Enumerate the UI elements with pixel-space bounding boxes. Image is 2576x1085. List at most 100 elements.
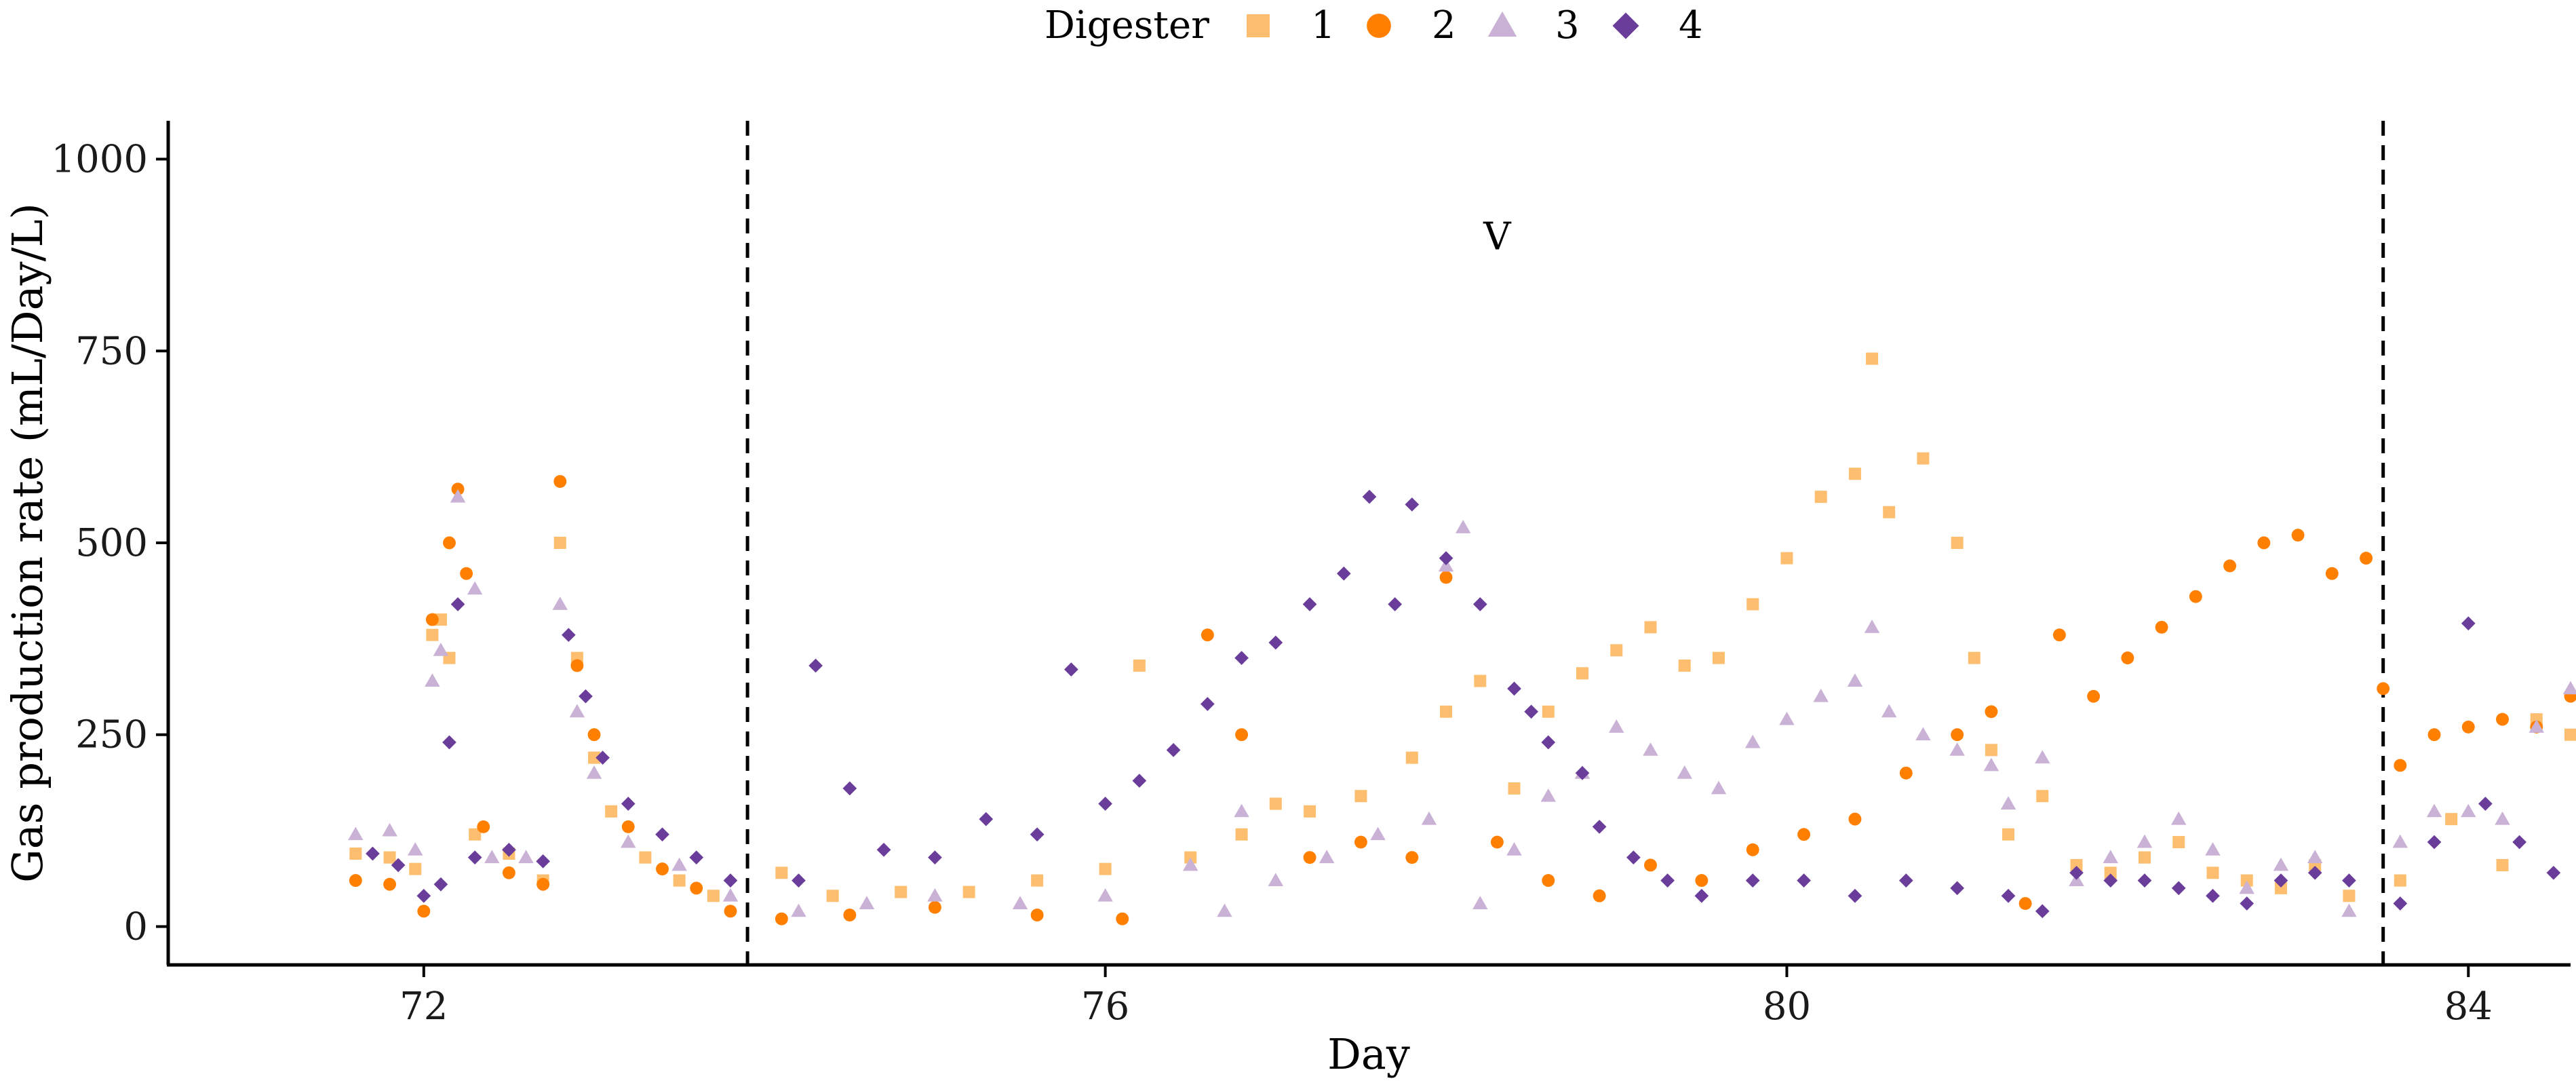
data-point — [383, 877, 397, 891]
data-point — [621, 820, 635, 833]
data-point — [2069, 865, 2084, 880]
data-point — [1097, 888, 1113, 902]
data-point — [2341, 903, 2357, 917]
x-axis-title: Day — [1327, 1029, 1410, 1079]
legend-item-3: 3 — [1487, 3, 1580, 47]
series-digester-2 — [349, 475, 2576, 926]
data-point — [2273, 873, 2288, 888]
data-point — [1797, 873, 1811, 888]
data-point — [2223, 559, 2237, 573]
data-point — [2104, 867, 2117, 879]
data-point — [843, 909, 857, 921]
data-point — [1370, 826, 1386, 841]
data-point — [1319, 850, 1335, 864]
data-point — [348, 826, 364, 841]
data-point — [1576, 667, 1589, 680]
legend: Digester 1 2 3 4 — [1045, 3, 1703, 47]
data-point — [433, 643, 449, 656]
data-point — [553, 475, 567, 488]
data-point — [1951, 537, 1964, 549]
data-point — [1099, 862, 1112, 875]
data-point — [2291, 529, 2305, 542]
data-point — [2155, 620, 2168, 634]
data-point — [2189, 590, 2202, 603]
data-point — [2000, 796, 2016, 810]
data-point — [1182, 857, 1198, 871]
data-point — [1235, 728, 1249, 742]
legend-key-square — [1247, 14, 1270, 37]
data-point — [1354, 835, 1367, 849]
legend-item-2: 2 — [1367, 3, 1456, 47]
legend-key-triangle — [1487, 11, 1517, 37]
data-point — [2461, 616, 2476, 631]
data-point — [467, 850, 482, 865]
data-point — [1950, 881, 1965, 896]
axes — [166, 121, 2571, 967]
data-point — [1848, 812, 1862, 826]
data-point — [605, 805, 618, 818]
legend-label: 2 — [1432, 3, 1456, 47]
data-point — [2257, 536, 2271, 550]
data-point — [2274, 881, 2287, 894]
data-point — [2427, 835, 2442, 850]
data-point — [383, 851, 396, 864]
legend-item-1: 1 — [1247, 3, 1335, 47]
data-point — [1899, 766, 1913, 780]
data-point — [2240, 874, 2253, 887]
data-point — [1951, 728, 1964, 742]
data-point — [484, 850, 500, 864]
y-tick-label: 750 — [75, 329, 148, 373]
data-point — [1354, 790, 1367, 803]
data-point — [1898, 873, 1913, 888]
data-point — [2136, 834, 2153, 848]
series-digester-4 — [366, 489, 2561, 919]
data-point — [2240, 896, 2255, 911]
data-point — [425, 673, 440, 687]
data-point — [1184, 851, 1197, 864]
data-point — [349, 848, 362, 860]
data-point — [707, 890, 720, 902]
data-point — [2377, 682, 2390, 696]
data-point — [417, 905, 431, 918]
data-point — [2137, 873, 2152, 888]
data-point — [536, 877, 550, 891]
series-digester-1 — [349, 352, 2576, 902]
data-point — [442, 735, 456, 750]
data-point — [1303, 851, 1316, 864]
data-point — [1031, 874, 1044, 887]
data-point — [2343, 890, 2356, 902]
data-point — [1915, 727, 1931, 741]
data-point — [1848, 888, 1862, 903]
data-point — [1362, 489, 1377, 504]
data-point — [2103, 873, 2118, 888]
data-point — [1472, 597, 1487, 611]
data-point — [962, 886, 975, 898]
data-point — [2392, 834, 2408, 848]
data-point — [2018, 897, 2032, 910]
legend-title: Digester — [1045, 3, 1209, 47]
data-point — [2360, 552, 2373, 565]
data-point — [1575, 765, 1590, 780]
data-point — [826, 890, 839, 902]
data-point — [1746, 843, 1759, 856]
data-point — [1983, 757, 1999, 772]
data-point — [2172, 836, 2185, 849]
data-point — [655, 827, 669, 842]
data-point — [1610, 644, 1623, 657]
legend-label: 4 — [1679, 3, 1703, 47]
series-digester-3 — [348, 489, 2576, 917]
data-point — [2445, 813, 2458, 826]
data-point — [425, 613, 439, 626]
data-point — [1405, 751, 1418, 764]
data-point — [1712, 651, 1725, 664]
data-point — [1440, 705, 1453, 718]
data-point — [596, 750, 610, 765]
data-point — [2342, 873, 2356, 888]
data-point — [1302, 597, 1317, 611]
data-point — [722, 888, 739, 902]
data-point — [1116, 912, 1129, 926]
data-point — [1490, 835, 1504, 849]
data-point — [1064, 662, 1078, 677]
data-point — [2427, 728, 2441, 742]
data-point — [1388, 597, 1403, 611]
